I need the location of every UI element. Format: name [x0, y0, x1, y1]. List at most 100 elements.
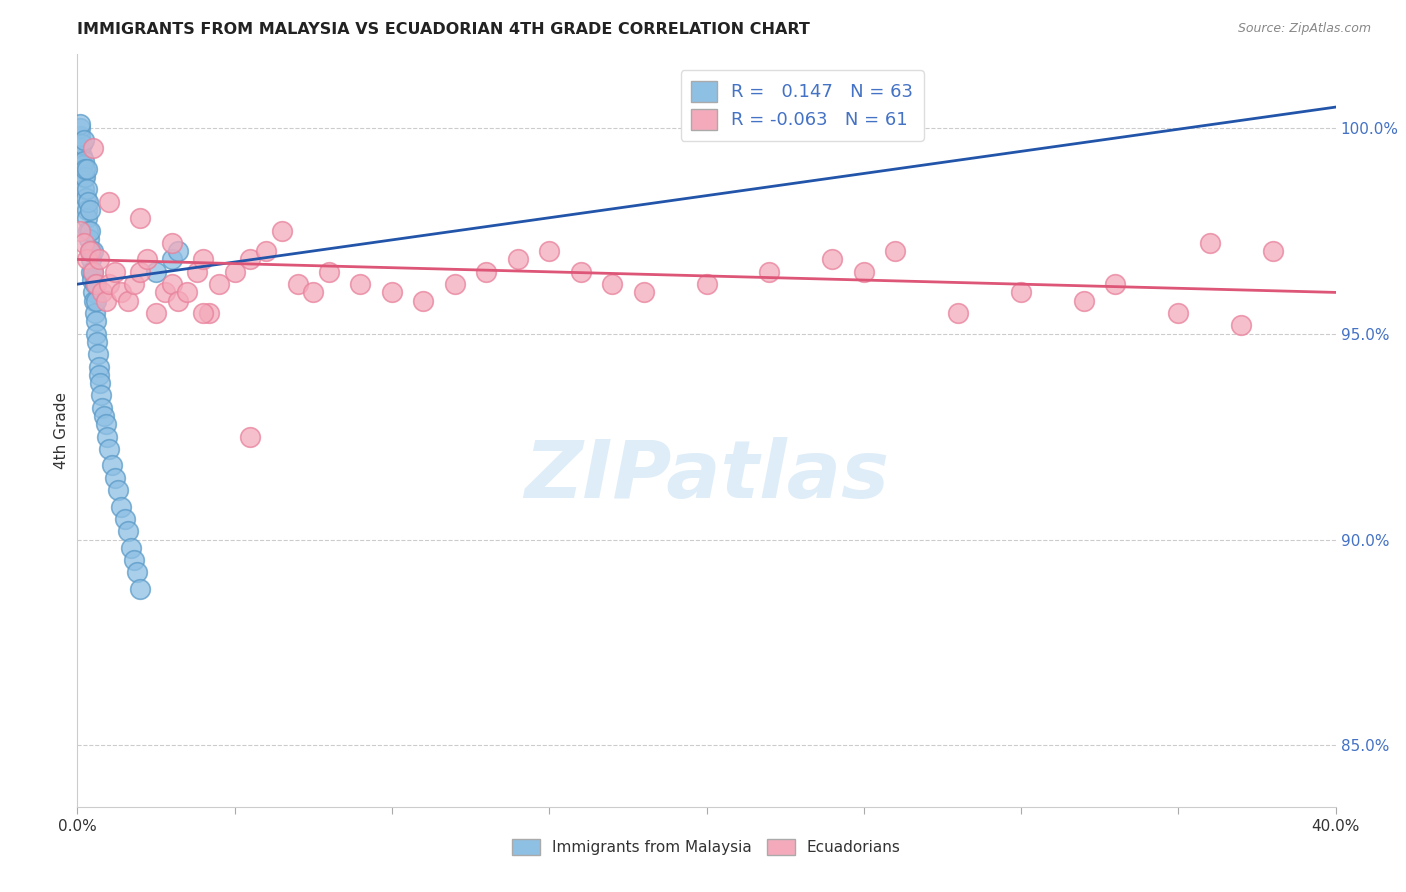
Point — [191, 252, 215, 267]
Point — [80, 265, 103, 279]
Point — [67, 153, 90, 168]
Point — [948, 306, 970, 320]
Point — [1261, 244, 1284, 259]
Point — [186, 265, 208, 279]
Point — [107, 483, 129, 497]
Point — [72, 170, 94, 185]
Point — [79, 224, 101, 238]
Point — [87, 347, 110, 361]
Point — [160, 277, 183, 292]
Point — [135, 252, 157, 267]
Text: ZIPatlas: ZIPatlas — [524, 436, 889, 515]
Point — [79, 244, 101, 259]
Point — [84, 314, 107, 328]
Point — [79, 232, 101, 246]
Point — [600, 277, 623, 292]
Point — [1010, 285, 1032, 300]
Point — [287, 277, 309, 292]
Point — [90, 388, 112, 402]
Point — [72, 158, 94, 172]
Point — [79, 202, 101, 217]
Point — [73, 182, 96, 196]
Point — [101, 458, 124, 473]
Point — [155, 285, 177, 300]
Point — [75, 191, 97, 205]
Point — [318, 265, 340, 279]
Point — [69, 224, 91, 238]
Point — [79, 244, 101, 259]
Text: IMMIGRANTS FROM MALAYSIA VS ECUADORIAN 4TH GRADE CORRELATION CHART: IMMIGRANTS FROM MALAYSIA VS ECUADORIAN 4… — [77, 22, 810, 37]
Point — [1167, 306, 1189, 320]
Point — [75, 161, 97, 176]
Point — [160, 235, 183, 250]
Point — [381, 285, 404, 300]
Point — [86, 334, 108, 349]
Point — [80, 244, 103, 259]
Point — [89, 252, 111, 267]
Y-axis label: 4th Grade: 4th Grade — [53, 392, 69, 469]
Text: Source: ZipAtlas.com: Source: ZipAtlas.com — [1237, 22, 1371, 36]
Point — [129, 211, 152, 226]
Point — [77, 194, 100, 209]
Point — [239, 252, 262, 267]
Point — [104, 265, 127, 279]
Point — [97, 442, 120, 456]
Point — [69, 120, 91, 135]
Point — [83, 293, 105, 308]
Point — [94, 293, 117, 308]
Point — [82, 273, 104, 287]
Point — [89, 368, 111, 382]
Point — [176, 285, 198, 300]
Point — [97, 277, 120, 292]
Point — [191, 306, 215, 320]
Point — [145, 265, 167, 279]
Point — [75, 170, 97, 185]
Point — [127, 566, 149, 580]
Point — [93, 409, 115, 423]
Point — [821, 252, 844, 267]
Point — [129, 265, 152, 279]
Point — [84, 293, 107, 308]
Point — [122, 553, 145, 567]
Point — [82, 285, 104, 300]
Point — [122, 277, 145, 292]
Point — [167, 293, 190, 308]
Point — [120, 541, 142, 555]
Point — [82, 265, 104, 279]
Point — [77, 224, 100, 238]
Point — [82, 265, 104, 279]
Point — [83, 277, 105, 292]
Point — [84, 326, 107, 341]
Point — [270, 224, 292, 238]
Point — [91, 285, 114, 300]
Point — [475, 265, 498, 279]
Point — [117, 524, 139, 539]
Point — [1073, 293, 1095, 308]
Point — [633, 285, 655, 300]
Point — [110, 500, 132, 514]
Point — [76, 252, 98, 267]
Point — [69, 141, 91, 155]
Point — [76, 202, 98, 217]
Point — [70, 137, 93, 152]
Point — [1104, 277, 1126, 292]
Point — [696, 277, 718, 292]
Point — [104, 471, 127, 485]
Point — [224, 265, 246, 279]
Point — [97, 194, 120, 209]
Point — [76, 182, 98, 196]
Point — [69, 128, 91, 143]
Point — [349, 277, 371, 292]
Point — [89, 376, 111, 390]
Point — [167, 244, 190, 259]
Point — [302, 285, 325, 300]
Point — [69, 116, 91, 130]
Point — [1199, 235, 1222, 250]
Point — [160, 252, 183, 267]
Point — [114, 512, 136, 526]
Point — [83, 306, 105, 320]
Point — [82, 141, 104, 155]
Point — [208, 277, 231, 292]
Point — [76, 161, 98, 176]
Point — [239, 429, 262, 443]
